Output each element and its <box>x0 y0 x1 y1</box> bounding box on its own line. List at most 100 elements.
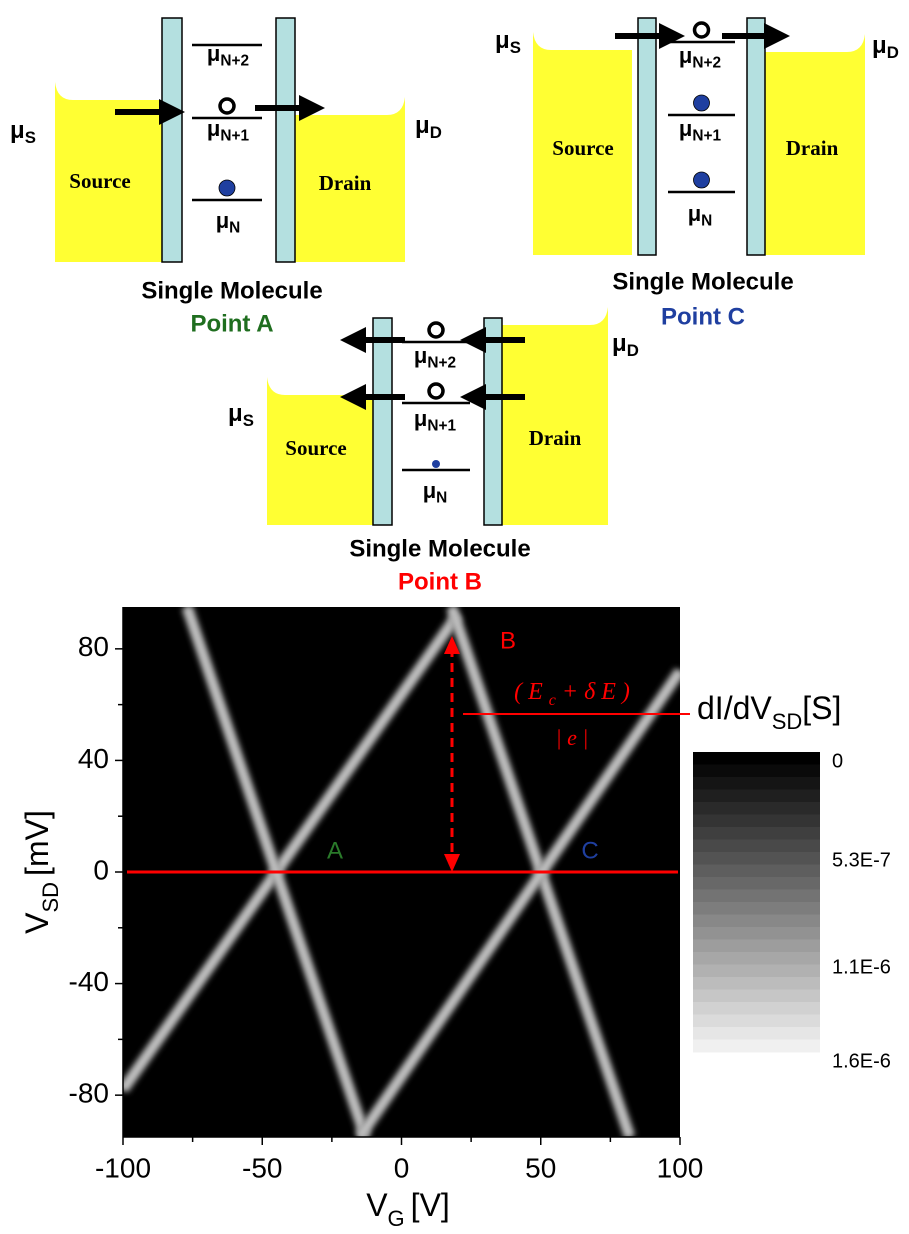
level-label-part: N <box>229 220 240 237</box>
x-tick-label: 100 <box>657 1152 704 1183</box>
mu-drain-part: D <box>887 44 899 63</box>
point-label: Point A <box>190 310 273 337</box>
point-annotation: B <box>500 627 516 654</box>
colorbar-tick-label: 5.3E-7 <box>832 850 891 872</box>
colorbar-step <box>693 777 820 790</box>
colorbar-step <box>693 765 820 778</box>
level-label: μN <box>423 478 448 507</box>
tunnel-arrow-head <box>340 327 366 353</box>
colorbar-step <box>693 852 820 865</box>
y-axis-title-part: SD <box>38 882 63 913</box>
colorbar-title-part: SD <box>772 709 803 734</box>
level-label: μN+2 <box>679 43 721 72</box>
level-label-part: N+1 <box>427 418 456 435</box>
mu-source: μS <box>228 400 254 430</box>
drain-label: Drain <box>529 426 582 450</box>
mu-source: μS <box>495 27 521 57</box>
x-tick-label: -50 <box>242 1152 282 1183</box>
level-label-part: μ <box>414 406 427 431</box>
electron <box>694 172 710 188</box>
x-tick-label: 0 <box>394 1152 410 1183</box>
electron <box>432 460 440 468</box>
tunnel-arrow-head <box>764 23 790 49</box>
level-label-part: N+2 <box>692 55 721 72</box>
level-label-part: μ <box>688 201 701 226</box>
colorbar-step <box>693 802 820 815</box>
caption: Single Molecule <box>612 268 793 295</box>
level-label: μN <box>688 201 713 230</box>
tunnel-barrier <box>638 18 656 255</box>
mu-drain: μD <box>872 32 899 62</box>
point-annotation: C <box>581 837 598 864</box>
tunnel-barrier <box>373 318 392 525</box>
level-label-part: μ <box>216 208 229 233</box>
colorbar-step <box>693 840 820 853</box>
point-label: Point C <box>661 303 745 330</box>
electron <box>694 95 710 111</box>
level-label-part: μ <box>207 116 220 141</box>
colorbar-step <box>693 902 820 915</box>
x-axis-title-part: V <box>366 1187 388 1223</box>
level-label: μN+2 <box>414 343 456 372</box>
colorbar-title: dI/dVSD[S] <box>697 690 841 733</box>
level-label: μN+1 <box>679 116 722 145</box>
y-axis-title-part: V <box>19 912 55 934</box>
source-label: Source <box>69 169 130 193</box>
colorbar-step <box>693 1040 820 1053</box>
level-label-part: μ <box>679 43 692 68</box>
mu-drain: μD <box>415 112 442 142</box>
mu-drain: μD <box>612 330 639 360</box>
caption: Single Molecule <box>141 277 322 304</box>
colorbar-tick-label: 0 <box>832 750 843 772</box>
y-tick-label: -40 <box>69 966 109 997</box>
level-label: μN+1 <box>207 116 250 145</box>
formula-numerator-part: ( E <box>514 679 549 705</box>
colorbar-step <box>693 1027 820 1040</box>
level-label-part: μ <box>679 116 692 141</box>
level-label-part: N+1 <box>692 128 721 145</box>
y-tick-label: 40 <box>78 743 109 774</box>
x-tick-label: 50 <box>525 1152 556 1183</box>
colorbar-step <box>693 890 820 903</box>
level-label: μN+1 <box>414 406 457 435</box>
colorbar-step <box>693 1015 820 1028</box>
empty-state <box>695 23 709 37</box>
tunnel-barrier <box>162 18 182 262</box>
source-label: Source <box>552 136 613 160</box>
source-label: Source <box>285 436 346 460</box>
point-label: Point B <box>398 568 482 595</box>
colorbar-step <box>693 990 820 1003</box>
mu-source-part: μ <box>228 400 243 427</box>
y-tick-label: 80 <box>78 631 109 662</box>
formula-numerator-part: c <box>549 692 556 709</box>
mu-drain-part: D <box>430 124 442 143</box>
tunnel-barrier <box>747 18 765 255</box>
colorbar-step <box>693 790 820 803</box>
level-label-part: N+2 <box>220 53 249 70</box>
colorbar-step <box>693 827 820 840</box>
mu-source-part: μ <box>495 27 510 54</box>
drain-label: Drain <box>786 136 839 160</box>
colorbar-tick-label: 1.1E-6 <box>832 957 891 979</box>
colorbar-title-part: dI/dV <box>697 690 772 726</box>
mu-drain-part: μ <box>612 330 627 357</box>
level-label: μN <box>216 208 241 237</box>
mu-source-part: S <box>243 412 254 431</box>
empty-state <box>429 323 443 337</box>
colorbar-step <box>693 977 820 990</box>
drain-label: Drain <box>319 171 372 195</box>
colorbar-step <box>693 1002 820 1015</box>
tunnel-arrow-head <box>460 384 486 410</box>
formula-numerator-part: + δ E ) <box>556 679 630 705</box>
colorbar-step <box>693 952 820 965</box>
level-label-part: N <box>436 490 447 507</box>
x-tick-label: -100 <box>95 1152 151 1183</box>
x-axis-title-part: G <box>388 1206 405 1231</box>
mu-source-part: μ <box>10 117 25 144</box>
level-label-part: μ <box>207 41 220 66</box>
mu-drain-part: μ <box>872 32 887 59</box>
x-axis-title: VG[V] <box>366 1187 450 1230</box>
colorbar-tick-label: 1.6E-6 <box>832 1050 891 1072</box>
caption: Single Molecule <box>349 535 530 562</box>
level-label-part: μ <box>423 478 436 503</box>
